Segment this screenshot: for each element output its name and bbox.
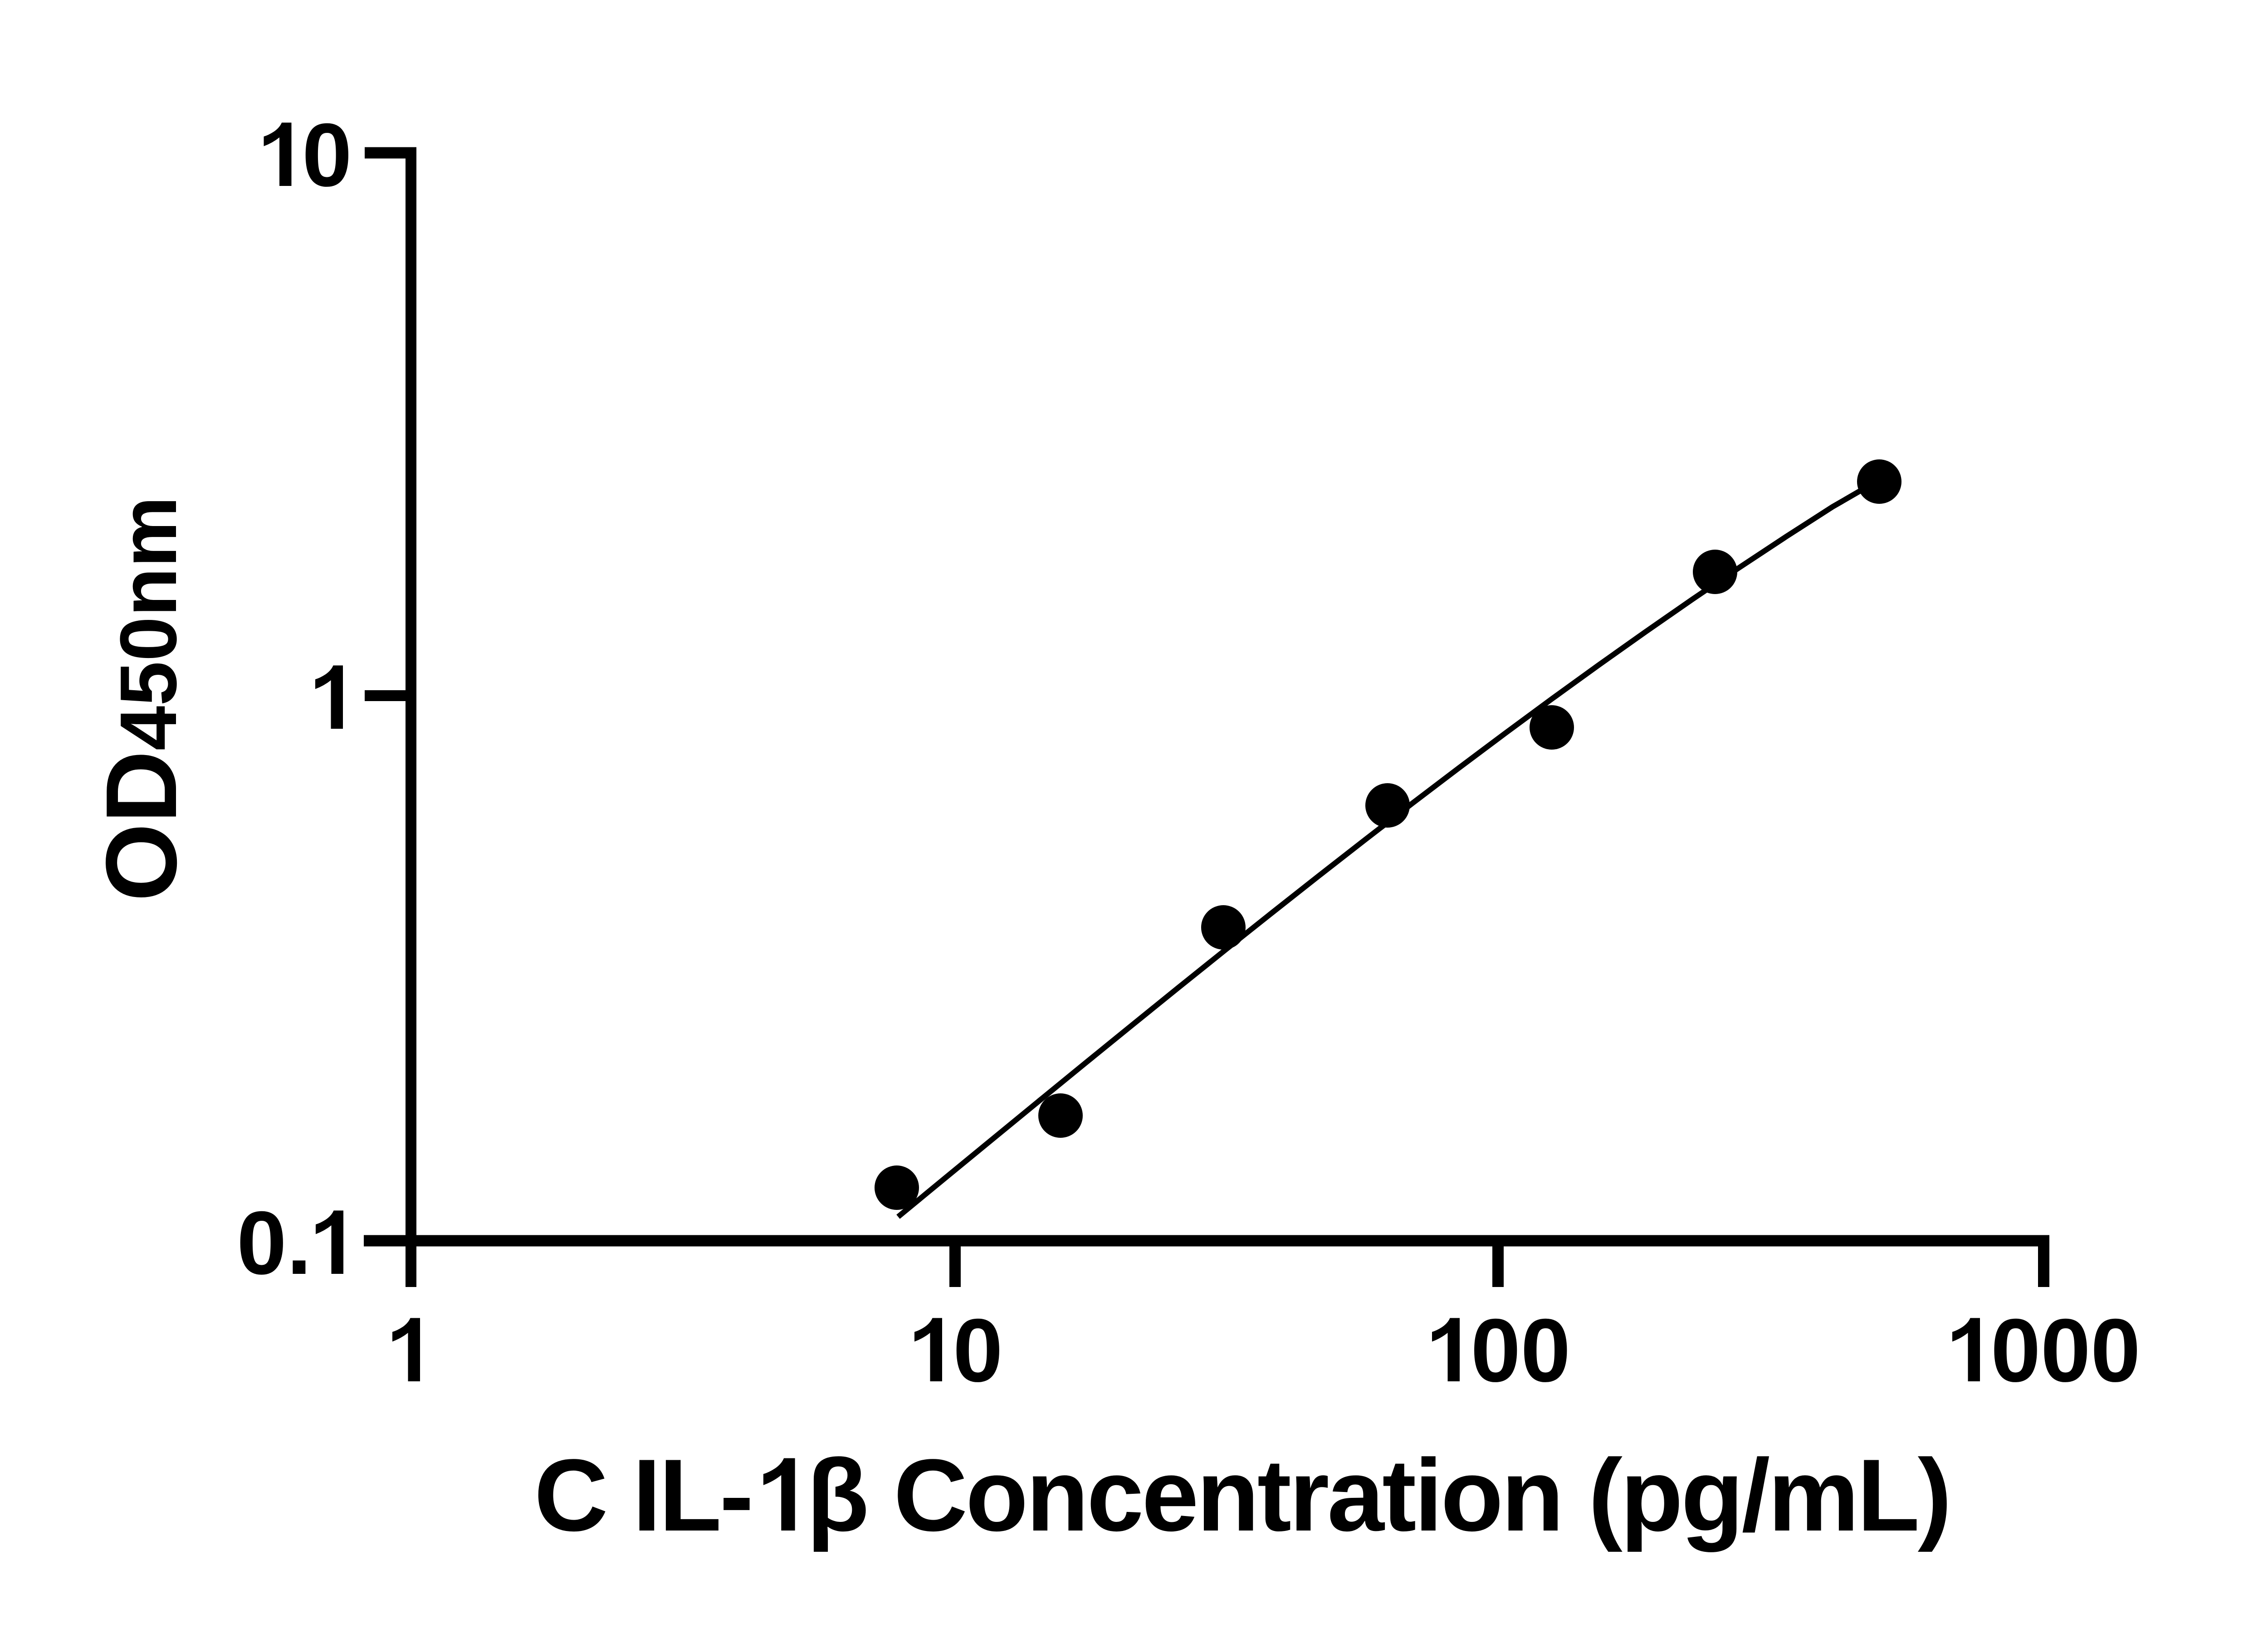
svg-text:0.: 0. — [237, 1193, 312, 1293]
svg-text:β Concentration (pg/mL): β Concentration (pg/mL) — [807, 1438, 1950, 1552]
svg-text:0: 0 — [302, 105, 352, 205]
svg-text:00: 00 — [1471, 1300, 1570, 1400]
svg-text:OD450nm: OD450nm — [85, 496, 198, 902]
svg-text:000: 000 — [1991, 1300, 2141, 1400]
svg-text:C IL-: C IL- — [534, 1438, 752, 1552]
svg-text:0: 0 — [953, 1300, 1003, 1400]
